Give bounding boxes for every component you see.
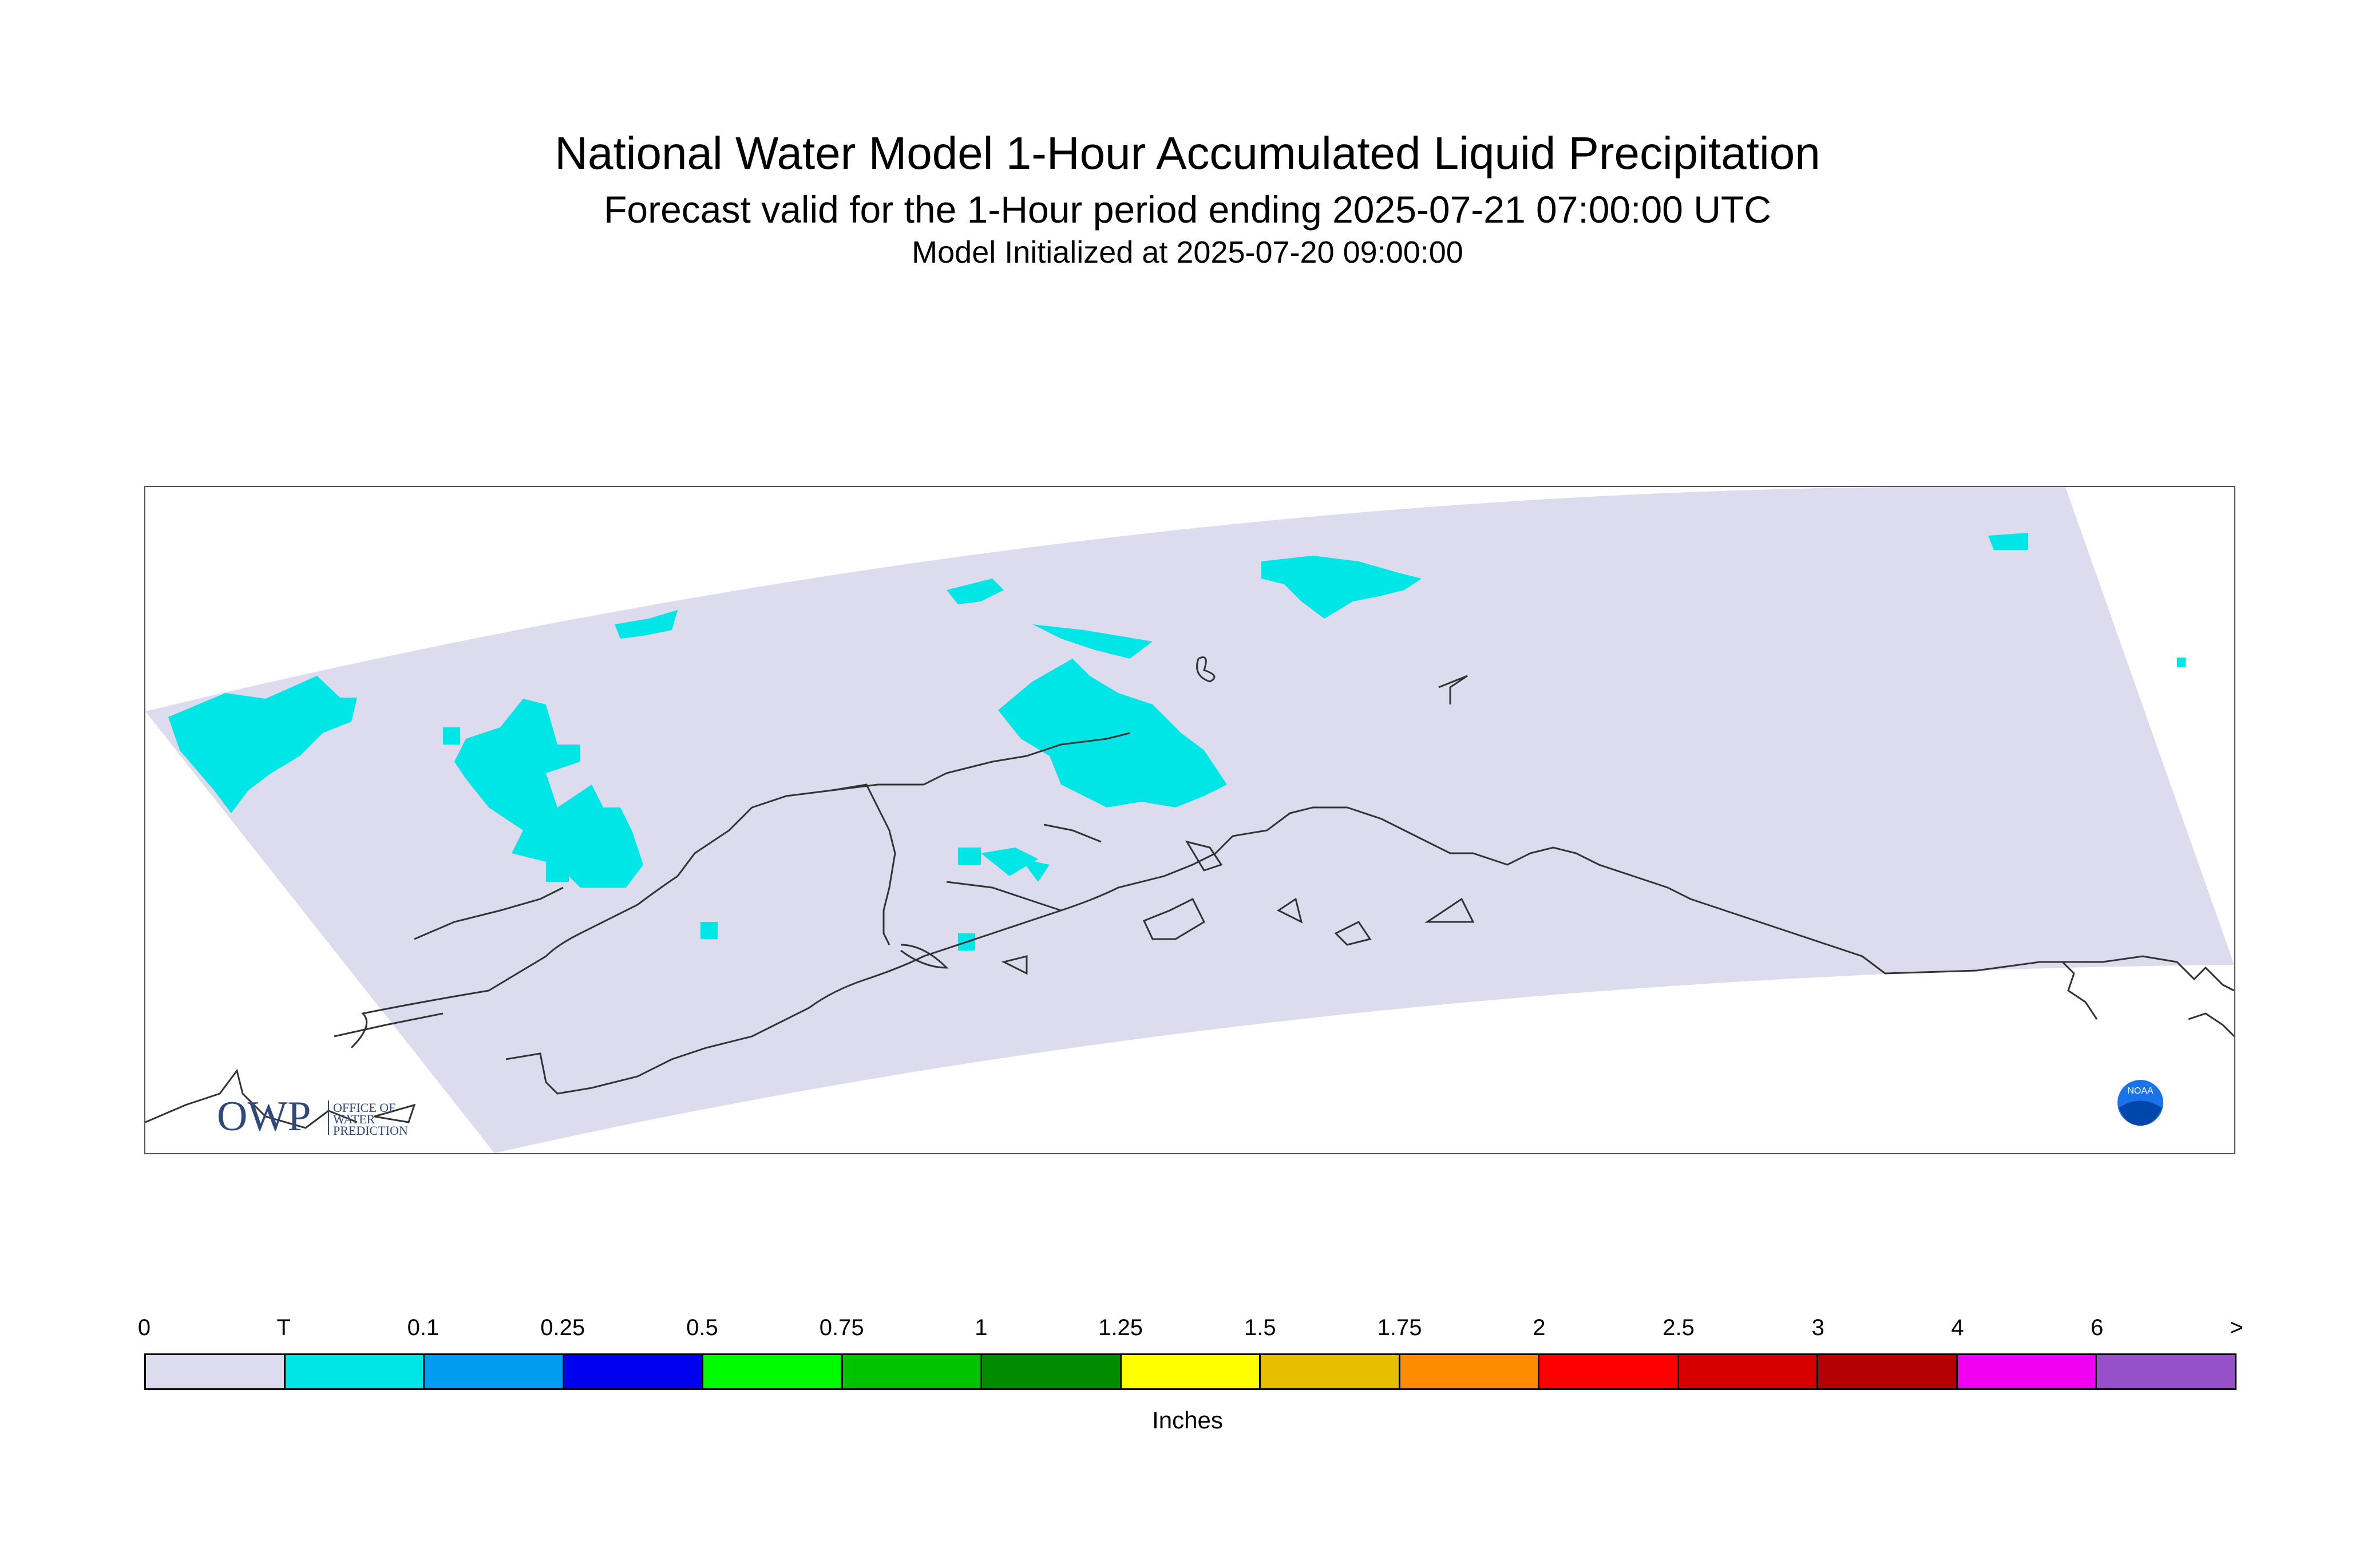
coastline-path bbox=[832, 783, 896, 945]
legend-tick-label: 6 bbox=[2091, 1315, 2104, 1340]
legend-tick-label: 4 bbox=[1951, 1315, 1964, 1340]
coastline bbox=[145, 656, 2234, 1129]
legend-tick-label: 0.25 bbox=[540, 1315, 585, 1340]
precip-area bbox=[700, 922, 718, 939]
legend-tick-label: T bbox=[276, 1315, 291, 1340]
owp-logo-line2: WATER bbox=[333, 1112, 375, 1126]
islands bbox=[374, 840, 1475, 1123]
legend-tick-label: 0.1 bbox=[407, 1315, 440, 1340]
legend-tick-label: 0.75 bbox=[819, 1315, 864, 1340]
legend-swatch bbox=[564, 1355, 704, 1388]
legend-swatch bbox=[2097, 1355, 2235, 1388]
precip-area bbox=[2177, 658, 2186, 667]
coastline-path bbox=[414, 886, 564, 940]
coastline-path bbox=[1438, 675, 1468, 704]
precip-area bbox=[443, 727, 460, 745]
noaa-logo-text: NOAA bbox=[2127, 1086, 2154, 1096]
island bbox=[1277, 897, 1303, 924]
coastline-path bbox=[900, 944, 949, 969]
legend-swatch bbox=[1679, 1355, 1819, 1388]
precip-area bbox=[168, 676, 357, 813]
legend-swatch bbox=[1539, 1355, 1679, 1388]
legend-tick-label: 2 bbox=[1533, 1315, 1546, 1340]
legend-unit-label: Inches bbox=[1152, 1407, 1223, 1434]
model-initialized-line: Model Initialized at 2025-07-20 09:00:00 bbox=[912, 235, 1463, 270]
coastline-path bbox=[809, 806, 1886, 1009]
island bbox=[1424, 897, 1475, 923]
coastline-path bbox=[350, 875, 678, 1049]
legend-tick-label: 0 bbox=[137, 1315, 151, 1340]
precip-area bbox=[998, 659, 1227, 807]
legend-tick-label: 1.5 bbox=[1244, 1315, 1276, 1340]
precip-area bbox=[1261, 556, 1422, 619]
precip-area bbox=[454, 699, 643, 888]
precip-area bbox=[1988, 533, 2028, 550]
legend-swatch bbox=[1261, 1355, 1400, 1388]
precip-area bbox=[615, 610, 678, 639]
island bbox=[1334, 921, 1372, 946]
coastline-path bbox=[2061, 961, 2098, 1020]
precip-area bbox=[546, 859, 569, 882]
coastline-path bbox=[334, 1012, 444, 1038]
legend-swatch bbox=[982, 1355, 1122, 1388]
coastline-path bbox=[946, 881, 1062, 912]
legend-tick-label: 1.75 bbox=[1377, 1315, 1422, 1340]
legend-tick-label: 3 bbox=[1811, 1315, 1824, 1340]
coastline-path bbox=[1196, 656, 1216, 683]
legend-swatch bbox=[425, 1355, 564, 1388]
precip-area bbox=[947, 579, 1004, 604]
precip-area bbox=[958, 848, 981, 865]
legend-tick-label: 1.25 bbox=[1098, 1315, 1143, 1340]
map-panel: NOAA OWP OFFICE OF WATER PREDICTION bbox=[144, 486, 2235, 1154]
map-canvas: NOAA bbox=[145, 487, 2234, 1153]
owp-logo-letters: OWP bbox=[217, 1095, 311, 1140]
coastline-path bbox=[1043, 823, 1102, 843]
owp-logo-line1: OFFICE OF bbox=[333, 1100, 395, 1115]
map-title: National Water Model 1-Hour Accumulated … bbox=[555, 128, 1820, 179]
coastline-path bbox=[505, 1007, 810, 1095]
legend-tick-label: 0.5 bbox=[686, 1315, 718, 1340]
precip-area bbox=[981, 848, 1038, 876]
precip-area bbox=[1021, 859, 1050, 882]
legend-tick-label: 1 bbox=[975, 1315, 988, 1340]
precip-area bbox=[1032, 624, 1153, 659]
legend-tick-label: > bbox=[2230, 1315, 2243, 1340]
forecast-valid-subtitle: Forecast valid for the 1-Hour period end… bbox=[604, 188, 1771, 231]
legend-swatch bbox=[146, 1355, 286, 1388]
legend-swatch bbox=[1121, 1355, 1261, 1388]
owp-logo: OWP OFFICE OF WATER PREDICTION bbox=[217, 1095, 408, 1140]
island bbox=[1001, 955, 1028, 975]
precipitation-legend-bar bbox=[144, 1353, 2237, 1390]
noaa-logo-wave bbox=[2119, 1100, 2162, 1126]
island bbox=[374, 1103, 416, 1123]
legend-tick-label: 2.5 bbox=[1662, 1315, 1695, 1340]
legend-swatch bbox=[703, 1355, 843, 1388]
trace-precipitation-areas bbox=[168, 533, 2186, 951]
legend-swatch bbox=[1818, 1355, 1958, 1388]
legend-swatch bbox=[285, 1355, 425, 1388]
island bbox=[1142, 897, 1205, 940]
legend-swatch bbox=[842, 1355, 983, 1388]
coastline-path bbox=[145, 1068, 358, 1129]
model-domain bbox=[145, 487, 2234, 1153]
owp-logo-line3: PREDICTION bbox=[333, 1123, 408, 1138]
noaa-logo: NOAA bbox=[2117, 1080, 2163, 1126]
island bbox=[1185, 840, 1223, 872]
coastline-path bbox=[1885, 955, 2234, 992]
coastline-path bbox=[2188, 1012, 2234, 1038]
legend-swatch bbox=[1400, 1355, 1540, 1388]
coastline-path bbox=[676, 732, 1130, 877]
legend-swatch bbox=[1957, 1355, 2097, 1388]
